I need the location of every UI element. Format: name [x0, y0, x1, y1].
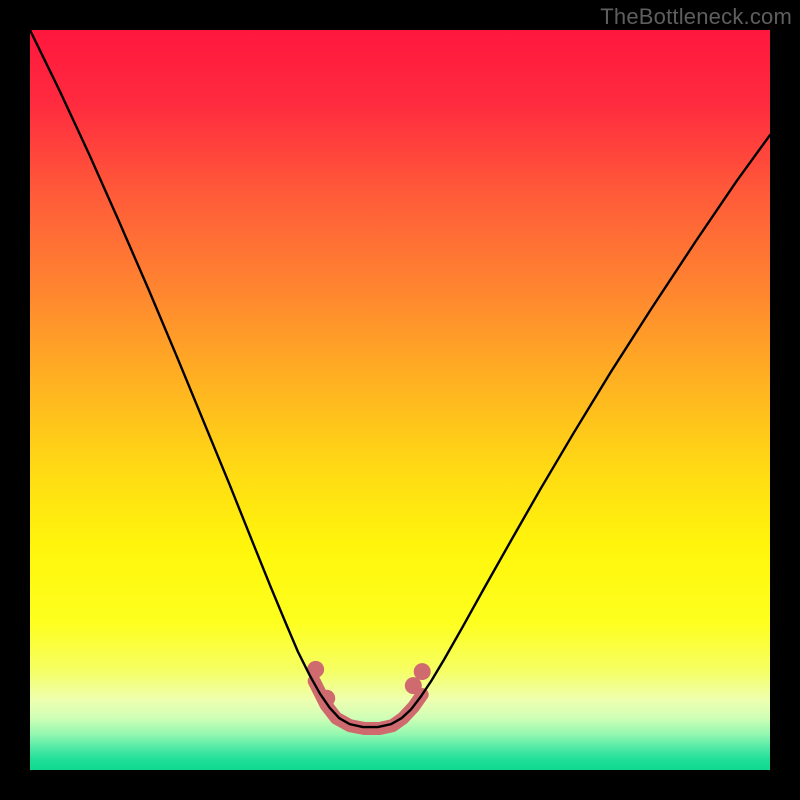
watermark-text: TheBottleneck.com [600, 4, 792, 30]
valley-dot [405, 677, 422, 694]
plot-area [30, 30, 770, 770]
curve-layer [30, 30, 770, 770]
valley-dot [414, 663, 431, 680]
chart-stage: TheBottleneck.com [0, 0, 800, 800]
bottleneck-curve [30, 30, 770, 727]
